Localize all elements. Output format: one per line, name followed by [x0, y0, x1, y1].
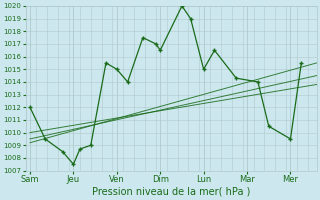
X-axis label: Pression niveau de la mer( hPa ): Pression niveau de la mer( hPa ): [92, 187, 250, 197]
